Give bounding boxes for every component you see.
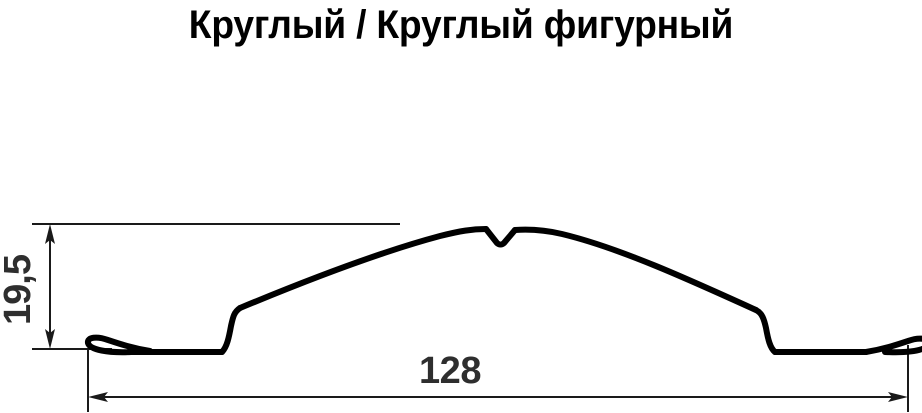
right-edge-hem-lip — [863, 335, 922, 356]
page-title: Круглый / Круглый фигурный — [188, 3, 734, 47]
crown-arc-right — [512, 226, 759, 313]
crown-arc-left — [237, 226, 489, 311]
width-arrow-right-icon — [888, 392, 908, 402]
width-dimension: 128 — [88, 350, 908, 402]
height-arrow-up-icon — [45, 224, 55, 244]
center-v-notch — [483, 226, 518, 248]
width-dimension-label: 128 — [419, 350, 481, 392]
extension-lines — [32, 223, 909, 412]
left-edge-hem-lip — [85, 334, 153, 356]
height-dimension-label: 19,5 — [0, 254, 39, 325]
height-dimension: 19,5 — [0, 224, 55, 349]
right-shoulder-riser — [753, 307, 778, 355]
height-arrow-down-icon — [45, 329, 55, 349]
width-arrow-left-icon — [88, 392, 108, 402]
left-shoulder-riser — [219, 305, 243, 355]
profile-outline — [85, 226, 922, 356]
